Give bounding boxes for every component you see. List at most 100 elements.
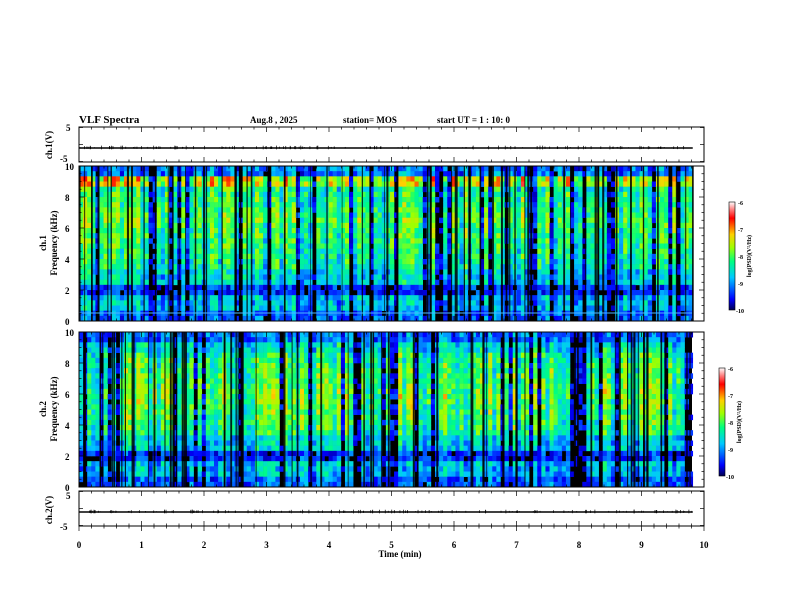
sp1-cell	[402, 171, 407, 177]
sp1-cell	[119, 176, 125, 182]
sp1-cell	[328, 248, 333, 255]
sp2-cell	[103, 347, 108, 353]
sp1-cell	[181, 274, 186, 280]
ch1-spec-ytick-4: 4	[65, 255, 70, 265]
sp2-cell	[124, 388, 129, 395]
sp1-cell	[598, 166, 604, 172]
sp1-cell	[107, 305, 113, 311]
sp1-cell	[377, 212, 383, 218]
sp1-streak	[234, 166, 237, 321]
sp1-cell	[463, 269, 469, 275]
sp1-cell	[680, 238, 685, 244]
sp1-cell	[484, 284, 489, 291]
sp1-cell	[316, 176, 321, 182]
sp1-cell	[222, 315, 227, 322]
sp1-cell	[398, 259, 403, 265]
sp1-cell	[259, 295, 264, 301]
sp1-cell	[647, 171, 653, 177]
sp2-cell	[164, 352, 170, 359]
sp1-cell	[635, 300, 640, 306]
sp1-cell	[291, 315, 297, 322]
sp1-cell	[492, 274, 497, 280]
sp1-cell	[545, 191, 550, 198]
sp2-cell	[91, 461, 96, 467]
sp1-cell	[132, 202, 137, 208]
sp1-cell	[672, 305, 677, 311]
sp1-cell	[606, 228, 612, 234]
sp1-cell	[672, 217, 677, 224]
ch1-waveform-trace	[79, 145, 693, 150]
sp1-streak	[341, 166, 343, 321]
sp1-cell	[107, 243, 113, 249]
sp1-cell	[336, 217, 342, 224]
sp1-cell	[107, 290, 113, 296]
sp1-cell	[91, 253, 96, 260]
sp1-cell	[451, 207, 456, 213]
sp1-cell	[631, 197, 636, 203]
sp1-cell	[291, 181, 297, 187]
sp1-cell	[533, 300, 538, 306]
sp1-cell	[647, 186, 653, 193]
sp1-cell	[222, 186, 227, 193]
sp1-cell	[459, 181, 464, 187]
sp1-cell	[426, 176, 432, 182]
sp1-cell	[173, 238, 178, 244]
sp1-cell	[402, 202, 407, 208]
sp1-cell	[156, 315, 162, 322]
sp1-cell	[136, 300, 141, 306]
sp1-cell	[205, 222, 211, 229]
sp1-cell	[402, 264, 407, 270]
sp1-cell	[639, 295, 644, 301]
sp1-cell	[508, 197, 514, 203]
sp1-cell	[565, 284, 571, 291]
sp1-cell	[398, 197, 403, 203]
sp1-cell	[443, 222, 448, 229]
sp2-cell	[79, 450, 84, 457]
sp1-cell	[598, 171, 604, 177]
sp1-cell	[271, 181, 276, 187]
sp1-cell	[283, 197, 288, 203]
sp1-cell	[287, 248, 293, 255]
sp1-cell	[332, 171, 338, 177]
sp1-cell	[439, 228, 444, 234]
sp1-cell	[557, 264, 563, 270]
sp1-cell	[537, 171, 542, 177]
sp1-cell	[557, 300, 563, 306]
sp1-cell	[185, 181, 190, 187]
sp1-cell	[304, 191, 309, 198]
sp1-cell	[541, 269, 546, 275]
ch1-spec-ytick-2: 2	[65, 286, 70, 296]
ch1-spec-ytick-0: 0	[65, 317, 70, 327]
sp2-cell	[140, 430, 145, 436]
sp1-cell	[524, 295, 530, 301]
sp1-cell	[373, 217, 378, 224]
sp1-cell	[598, 295, 604, 301]
sp1-cell	[516, 197, 522, 203]
sp1-cell	[140, 279, 145, 286]
sp1-cell	[259, 166, 264, 172]
sp1-cell	[259, 217, 264, 224]
sp1-cell	[688, 315, 694, 322]
sp1-cell	[623, 207, 628, 213]
sp1-cell	[586, 202, 591, 208]
sp1-cell	[660, 176, 665, 182]
sp1-cell	[140, 264, 145, 270]
sp1-cell	[111, 222, 117, 229]
sp1-cell	[496, 253, 501, 260]
sp1-cell	[357, 248, 362, 255]
sp1-cell	[484, 222, 489, 229]
sp1-cell	[136, 176, 141, 182]
sp1-cell	[144, 222, 149, 229]
sp1-cell	[79, 166, 84, 172]
sp1-cell	[250, 253, 256, 260]
sp2-cell	[103, 388, 108, 395]
sp1-cell	[598, 222, 604, 229]
sp1-cell	[447, 217, 452, 224]
sp1-cell	[606, 253, 612, 260]
sp1-cell	[189, 295, 194, 301]
sp1-cell	[205, 243, 211, 249]
sp1-cell	[320, 305, 325, 311]
sp1-cell	[185, 228, 190, 234]
sp1-cell	[344, 279, 350, 286]
sp2-cell	[160, 383, 166, 390]
